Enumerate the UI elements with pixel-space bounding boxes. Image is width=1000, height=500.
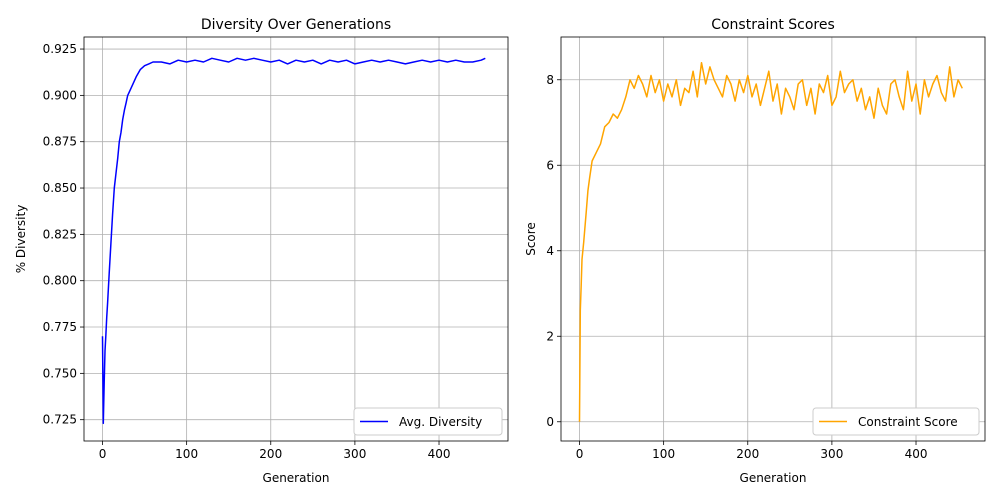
constraint-y-tick-label: 8 <box>546 73 554 87</box>
diversity-y-tick-label: 0.925 <box>43 42 77 56</box>
diversity-y-tick-label: 0.825 <box>43 227 77 241</box>
diversity-y-tick-label: 0.800 <box>43 274 77 288</box>
constraint-legend-label: Constraint Score <box>858 415 958 429</box>
constraint-x-tick-label: 200 <box>736 447 759 461</box>
constraint-y-axis-label: Score <box>524 222 538 256</box>
diversity-x-tick-label: 200 <box>259 447 282 461</box>
diversity-y-tick-label: 0.850 <box>43 181 77 195</box>
diversity-y-tick-label: 0.775 <box>43 320 77 334</box>
diversity-x-axis-label: Generation <box>263 471 330 485</box>
constraint-x-tick-label: 100 <box>652 447 675 461</box>
diversity-chart: Diversity Over Generations Generation % … <box>14 17 509 485</box>
constraint-y-tick-label: 6 <box>546 158 554 172</box>
constraint-x-tick-label: 300 <box>820 447 843 461</box>
diversity-x-tick-label: 400 <box>428 447 451 461</box>
diversity-y-tick-label: 0.900 <box>43 88 77 102</box>
constraint-chart: Constraint Scores Generation Score 0 100 2… <box>524 17 986 485</box>
constraint-chart-title: Constraint Scores <box>711 17 835 33</box>
diversity-x-tick-label: 0 <box>99 447 107 461</box>
constraint-axes-frame <box>560 36 986 442</box>
constraint-series-group <box>578 61 963 422</box>
diversity-chart-title: Diversity Over Generations <box>201 17 391 33</box>
diversity-x-tick-label: 100 <box>175 447 198 461</box>
constraint-x-tick-label: 0 <box>576 447 584 461</box>
diversity-y-tick-label: 0.750 <box>43 366 77 380</box>
constraint-y-tick-label: 4 <box>546 244 554 258</box>
constraint-x-tick-label: 400 <box>905 447 928 461</box>
diversity-series-line <box>101 57 486 425</box>
constraint-y-tick-label: 0 <box>546 415 554 429</box>
diversity-series-group <box>101 57 486 425</box>
constraint-legend-box <box>812 407 980 436</box>
constraint-x-axis-label: Generation <box>740 471 807 485</box>
diversity-legend-label: Avg. Diversity <box>399 415 482 429</box>
constraint-series-line <box>578 61 963 422</box>
diversity-y-tick-label: 0.875 <box>43 135 77 149</box>
diversity-y-axis-label: % Diversity <box>14 205 28 274</box>
diversity-legend: Avg. Diversity <box>353 407 503 436</box>
diversity-axes-frame <box>83 36 509 442</box>
diversity-y-tick-label: 0.725 <box>43 413 77 427</box>
constraint-legend: Constraint Score <box>812 407 980 436</box>
constraint-y-tick-label: 2 <box>546 329 554 343</box>
diversity-x-tick-label: 300 <box>343 447 366 461</box>
diversity-ticks: 0 100 200 300 400 0.725 0.750 0.775 0.800 0.825 0.… <box>43 42 451 461</box>
constraint-ticks: 0 100 200 300 400 0 2 4 6 8 <box>546 73 927 461</box>
diversity-legend-box <box>353 407 503 436</box>
